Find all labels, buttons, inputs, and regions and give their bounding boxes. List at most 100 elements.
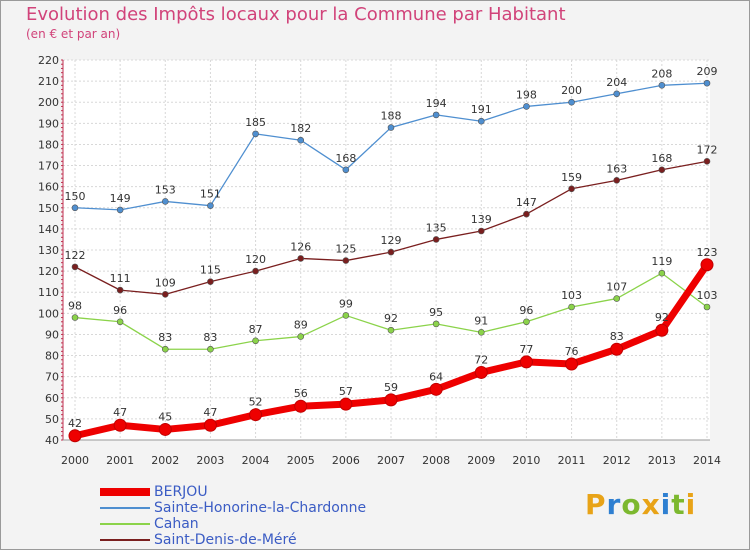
x-tick-label: 2012 [603,454,631,467]
data-label-sainte-honorine-la-chardonne: 209 [697,65,718,78]
data-point-cahan [613,295,621,302]
legend-label: Saint-Denis-de-Méré [154,532,297,548]
x-tick-label: 2005 [287,454,315,467]
data-label-saint-denis-de-mere: 111 [110,272,131,285]
data-label-sainte-honorine-la-chardonne: 194 [426,97,447,110]
data-label-saint-denis-de-mere: 125 [335,243,356,256]
data-label-saint-denis-de-mere: 163 [606,162,627,175]
x-tick-label: 2001 [106,454,134,467]
proxiti-logo: Proxiti [585,488,696,521]
y-tick-label: 130 [38,244,59,257]
data-label-saint-denis-de-mere: 147 [516,196,537,209]
data-label-berjou: 83 [610,330,624,343]
y-tick-label: 70 [45,371,59,384]
data-point-saint-denis-de-mere [658,166,666,174]
data-point-berjou [339,397,353,411]
data-point-berjou [249,408,263,422]
data-label-sainte-honorine-la-chardonne: 200 [561,84,582,97]
y-tick-label: 160 [38,181,59,194]
data-label-sainte-honorine-la-chardonne: 188 [381,110,402,123]
logo-letter: P [585,488,607,521]
y-tick-label: 110 [38,286,59,299]
data-point-berjou [700,258,714,272]
legend-label: Sainte-Honorine-la-Chardonne [154,500,367,516]
data-label-berjou: 47 [203,406,217,419]
data-label-saint-denis-de-mere: 139 [471,213,492,226]
x-tick-label: 2009 [467,454,495,467]
data-point-berjou [203,418,217,432]
data-point-saint-denis-de-mere [161,291,169,298]
data-point-berjou [655,323,669,337]
data-point-saint-denis-de-mere [207,278,214,285]
logo-letter: i [685,488,697,521]
y-tick-label: 90 [45,328,59,341]
data-point-sainte-honorine-la-chardonne [523,103,530,110]
data-label-berjou: 123 [697,246,718,259]
data-point-sainte-honorine-la-chardonne [658,82,666,89]
data-label-cahan: 83 [203,331,217,344]
data-point-sainte-honorine-la-chardonne [613,90,621,98]
data-point-cahan [161,345,169,353]
y-tick-label: 220 [38,54,59,67]
data-point-sainte-honorine-la-chardonne [477,117,485,125]
data-point-berjou [294,399,308,413]
data-label-berjou: 92 [655,311,669,324]
legend-label: Cahan [154,516,199,532]
data-point-saint-denis-de-mere [613,177,621,184]
y-tick-label: 80 [45,350,59,363]
chart-subtitle: (en € et par an) [26,27,121,41]
data-label-sainte-honorine-la-chardonne: 153 [155,183,176,196]
data-point-sainte-honorine-la-chardonne [161,198,169,205]
data-point-berjou [565,357,579,371]
data-label-cahan: 91 [474,314,488,327]
y-tick-label: 120 [38,265,59,278]
data-label-cahan: 83 [158,331,172,344]
data-label-berjou: 77 [519,343,533,356]
data-point-saint-denis-de-mere [297,255,305,262]
data-label-berjou: 57 [339,385,353,398]
x-tick-label: 2010 [512,454,540,467]
data-point-saint-denis-de-mere [342,257,350,264]
y-tick-label: 210 [38,75,59,88]
data-point-cahan [116,318,124,326]
data-point-sainte-honorine-la-chardonne [71,204,79,212]
y-tick-label: 170 [38,160,59,173]
x-tick-label: 2008 [422,454,450,467]
data-point-cahan [658,269,666,277]
x-tick-label: 2006 [332,454,360,467]
data-point-cahan [387,326,395,334]
data-label-cahan: 103 [697,289,718,302]
data-label-saint-denis-de-mere: 120 [245,253,266,266]
data-label-saint-denis-de-mere: 122 [65,249,86,262]
data-point-sainte-honorine-la-chardonne [432,111,440,119]
x-tick-label: 2013 [648,454,676,467]
logo-letter: x [641,488,661,521]
data-label-cahan: 103 [561,289,582,302]
data-label-cahan: 95 [429,306,443,319]
x-tick-label: 2014 [693,454,721,467]
data-label-sainte-honorine-la-chardonne: 185 [245,116,266,129]
data-point-sainte-honorine-la-chardonne [387,124,395,131]
legend-swatch-cahan [100,523,150,525]
data-label-berjou: 42 [68,417,82,430]
data-point-berjou [610,342,624,356]
data-label-cahan: 98 [68,300,82,313]
data-point-cahan [71,314,79,321]
data-label-saint-denis-de-mere: 159 [561,171,582,184]
data-label-cahan: 87 [249,323,263,336]
data-point-cahan [207,345,214,353]
y-tick-label: 140 [38,223,59,236]
data-label-saint-denis-de-mere: 109 [155,276,176,289]
data-label-cahan: 119 [651,255,672,268]
data-label-sainte-honorine-la-chardonne: 151 [200,188,221,201]
x-tick-label: 2002 [151,454,179,467]
data-point-saint-denis-de-mere [568,185,575,193]
data-label-saint-denis-de-mere: 129 [381,234,402,247]
data-label-saint-denis-de-mere: 115 [200,264,221,277]
data-label-sainte-honorine-la-chardonne: 149 [110,192,131,205]
plot-area [63,60,710,440]
data-label-cahan: 89 [294,319,308,332]
data-point-sainte-honorine-la-chardonne [342,166,350,174]
x-tick-label: 2003 [196,454,224,467]
